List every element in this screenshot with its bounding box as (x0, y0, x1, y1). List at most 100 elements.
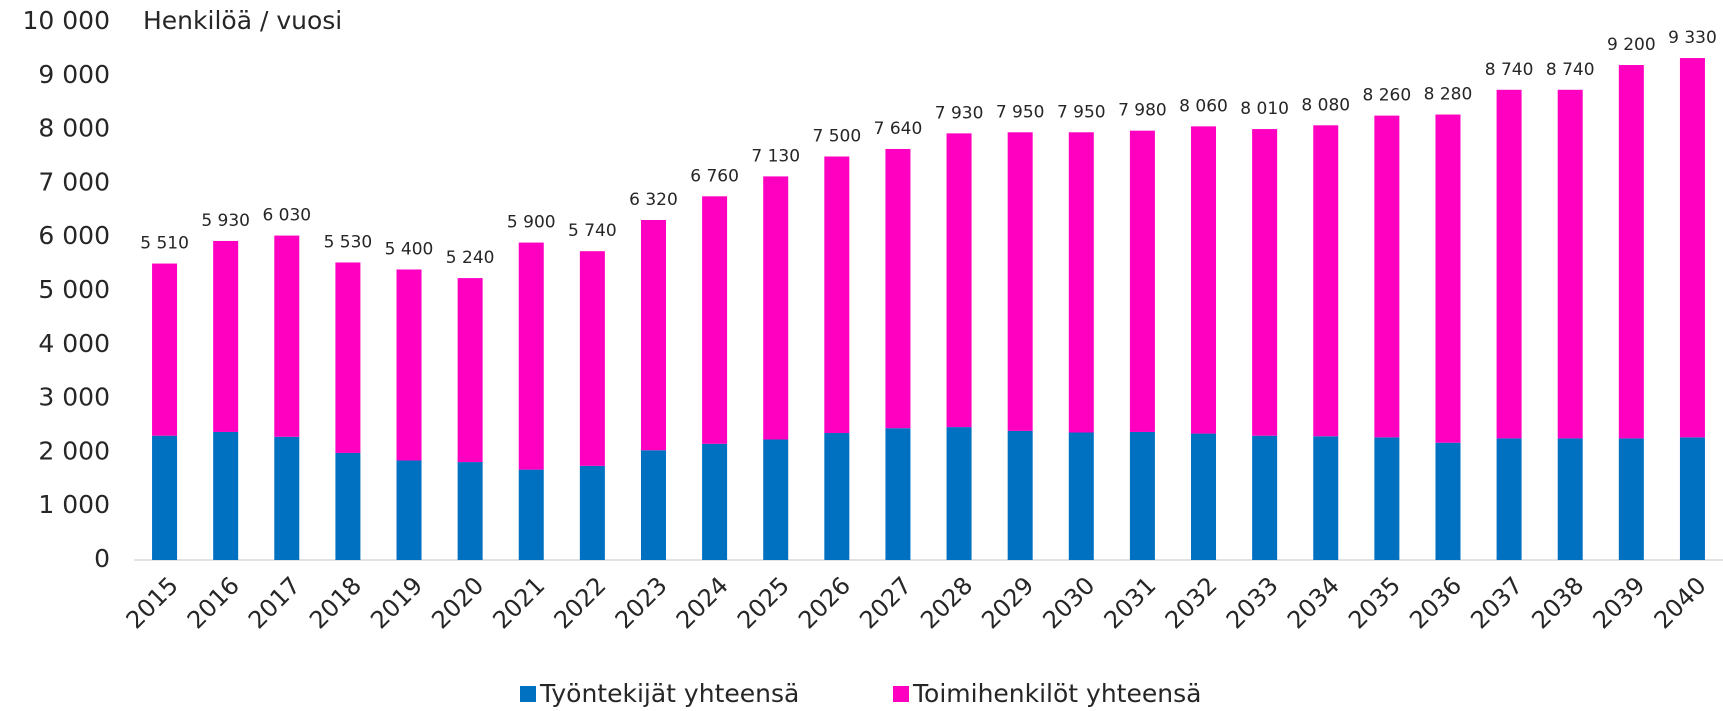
x-tick-label: 2028 (915, 571, 978, 634)
legend-swatch (893, 686, 909, 702)
x-tick-label: 2024 (671, 571, 734, 634)
x-tick-label: 2032 (1160, 571, 1223, 634)
total-label: 8 010 (1240, 99, 1289, 119)
bar-segment (274, 436, 300, 560)
x-tick-label: 2020 (426, 571, 489, 634)
legend-label: Työntekijät yhteensä (539, 679, 799, 708)
bar-segment (1191, 126, 1217, 434)
total-label: 9 330 (1668, 28, 1717, 48)
bar-segment (1313, 125, 1339, 437)
total-label: 5 510 (140, 234, 189, 254)
y-tick-label: 8 000 (38, 114, 110, 143)
bar-segment (1435, 442, 1461, 560)
bar-segment (1007, 132, 1033, 431)
legend-label: Toimihenkilöt yhteensä (912, 679, 1201, 708)
total-label: 5 900 (507, 213, 556, 233)
total-label: 7 640 (874, 119, 923, 139)
bar-segment (1679, 437, 1705, 560)
total-label: 5 530 (324, 232, 373, 252)
bar-segment (396, 460, 422, 560)
bar-segment (824, 156, 850, 434)
bar-segment (1252, 435, 1278, 560)
bar-segment (1129, 431, 1155, 560)
total-label: 6 760 (690, 166, 739, 186)
total-label: 8 080 (1301, 95, 1350, 115)
total-label: 5 740 (568, 221, 617, 241)
total-label: 9 200 (1607, 35, 1656, 55)
x-tick-label: 2038 (1526, 571, 1589, 634)
bar-segment (1496, 438, 1522, 560)
x-tick-label: 2015 (121, 571, 184, 634)
x-tick-label: 2021 (487, 571, 550, 634)
x-tick-label: 2033 (1221, 571, 1284, 634)
x-tick-label: 2034 (1282, 571, 1345, 634)
bar-segment (640, 450, 666, 560)
y-tick-label: 4 000 (38, 329, 110, 358)
total-label: 8 740 (1485, 60, 1534, 80)
bar-segment (213, 431, 239, 560)
bar-segment (1068, 432, 1094, 560)
bar-segment (152, 263, 178, 436)
total-label: 8 260 (1363, 86, 1412, 106)
y-tick-label: 2 000 (38, 436, 110, 465)
chart-title: Henkilöä / vuosi (143, 6, 342, 35)
total-label: 5 400 (385, 239, 434, 259)
x-tick-label: 2023 (610, 571, 673, 634)
bar-segment (946, 133, 972, 428)
total-label: 5 240 (446, 248, 495, 268)
y-tick-label: 0 (94, 544, 110, 573)
bar-segment (1618, 438, 1644, 560)
bar-segment (1557, 438, 1583, 560)
x-tick-label: 2017 (243, 571, 306, 634)
x-tick-label: 2016 (182, 571, 245, 634)
x-tick-label: 2040 (1649, 571, 1712, 634)
x-tick-label: 2031 (1099, 571, 1162, 634)
bar-segment (946, 427, 972, 560)
bar-segment (457, 278, 483, 463)
bar-segment (1679, 58, 1705, 438)
x-tick-label: 2019 (365, 571, 428, 634)
y-tick-label: 1 000 (38, 490, 110, 519)
bar-segment (702, 196, 728, 444)
bar-segment (885, 148, 911, 429)
bar-segment (824, 433, 850, 560)
bar-segment (1313, 436, 1339, 560)
bar-segment (763, 176, 789, 440)
total-label: 7 950 (996, 102, 1045, 122)
x-tick-label: 2025 (732, 571, 795, 634)
total-label: 5 930 (201, 211, 250, 231)
bar-segment (763, 439, 789, 560)
bar-segment (579, 251, 605, 466)
x-tick-label: 2026 (793, 571, 856, 634)
bar-segment (274, 235, 300, 437)
total-label: 7 950 (1057, 102, 1106, 122)
total-label: 7 500 (812, 127, 861, 147)
y-tick-label: 6 000 (38, 221, 110, 250)
bar-segment (1496, 89, 1522, 439)
total-label: 7 130 (751, 146, 800, 166)
x-tick-label: 2037 (1465, 571, 1528, 634)
bar-segment (518, 469, 544, 560)
legend-swatch (520, 686, 536, 702)
x-tick-label: 2027 (854, 571, 917, 634)
x-tick-label: 2022 (549, 571, 612, 634)
bar-segment (640, 219, 666, 451)
bar-segment (1007, 430, 1033, 560)
total-label: 6 320 (629, 190, 678, 210)
bar-segment (1252, 129, 1278, 436)
bar-segment (1191, 433, 1217, 560)
x-tick-label: 2036 (1404, 571, 1467, 634)
bar-segment (1618, 65, 1644, 439)
y-tick-label: 7 000 (38, 167, 110, 196)
bar-segment (1435, 114, 1461, 443)
total-label: 8 740 (1546, 60, 1595, 80)
x-tick-label: 2039 (1588, 571, 1651, 634)
bar-segment (1129, 130, 1155, 432)
bar-segment (885, 428, 911, 560)
bar-segment (1374, 115, 1400, 438)
x-tick-label: 2018 (304, 571, 367, 634)
bar-segment (335, 452, 361, 560)
y-tick-label: 3 000 (38, 383, 110, 412)
bar-segment (1374, 437, 1400, 560)
bar-segment (1557, 89, 1583, 439)
